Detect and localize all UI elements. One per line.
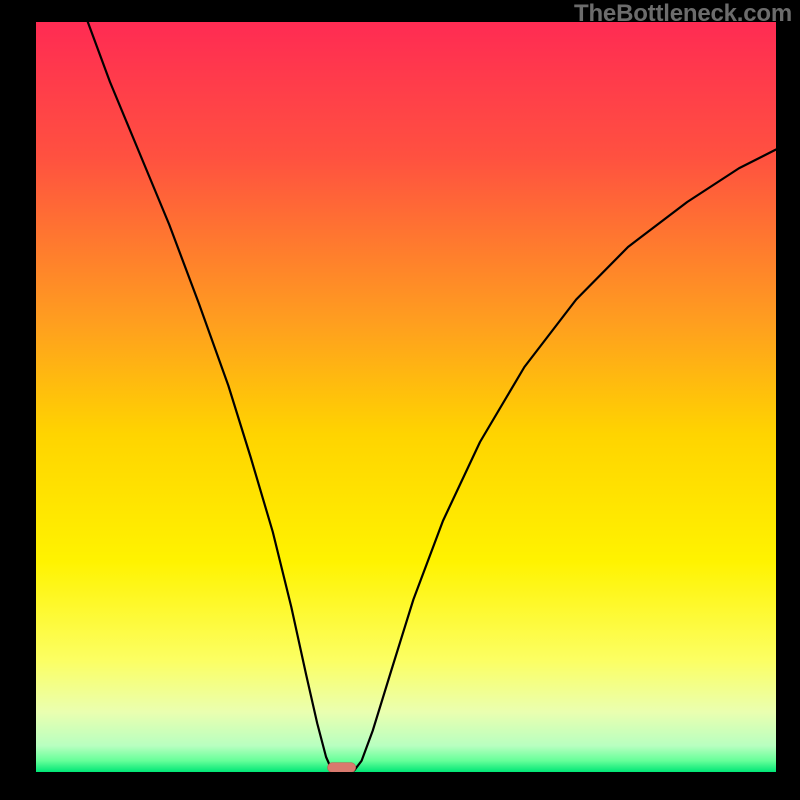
chart-svg [36,22,776,772]
plot-area [36,22,776,772]
gradient-background [36,22,776,772]
optimal-marker [328,763,356,772]
